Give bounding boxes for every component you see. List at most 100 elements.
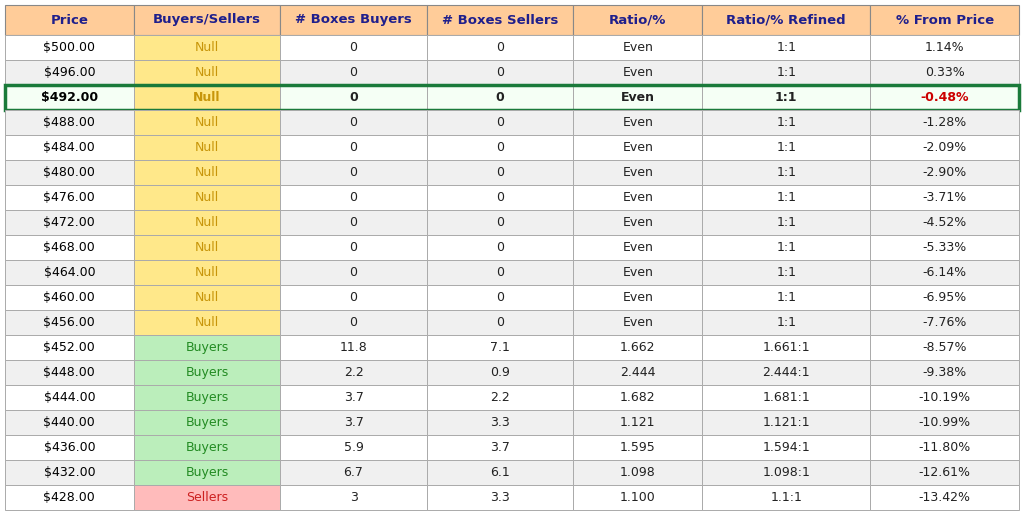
- Text: 0: 0: [349, 166, 357, 179]
- Bar: [281, 485, 427, 510]
- Text: Buyers/Sellers: Buyers/Sellers: [153, 14, 261, 26]
- Bar: [870, 210, 1019, 235]
- Text: 0: 0: [496, 91, 505, 104]
- Text: Null: Null: [195, 66, 219, 79]
- Text: $500.00: $500.00: [43, 41, 95, 54]
- Text: 0.33%: 0.33%: [925, 66, 965, 79]
- Text: 1.100: 1.100: [620, 491, 655, 504]
- Text: 1:1: 1:1: [776, 41, 797, 54]
- Bar: [134, 110, 281, 135]
- Bar: [134, 35, 281, 60]
- Text: 1:1: 1:1: [776, 216, 797, 229]
- Bar: [427, 435, 573, 460]
- Bar: [870, 5, 1019, 35]
- Bar: [5, 410, 134, 435]
- Text: 0: 0: [496, 41, 504, 54]
- Text: Even: Even: [623, 116, 653, 129]
- Text: Null: Null: [195, 291, 219, 304]
- Text: % From Price: % From Price: [896, 14, 994, 26]
- Text: $440.00: $440.00: [43, 416, 95, 429]
- Text: $492.00: $492.00: [41, 91, 98, 104]
- Text: 3.7: 3.7: [344, 416, 364, 429]
- Bar: [5, 210, 134, 235]
- Text: 3: 3: [349, 491, 357, 504]
- Bar: [5, 135, 134, 160]
- Text: -10.19%: -10.19%: [919, 391, 971, 404]
- Bar: [573, 285, 702, 310]
- Bar: [870, 410, 1019, 435]
- Bar: [427, 260, 573, 285]
- Text: $452.00: $452.00: [43, 341, 95, 354]
- Bar: [870, 260, 1019, 285]
- Bar: [573, 35, 702, 60]
- Bar: [702, 35, 870, 60]
- Bar: [870, 85, 1019, 110]
- Text: Null: Null: [195, 216, 219, 229]
- Text: Null: Null: [195, 116, 219, 129]
- Bar: [427, 160, 573, 185]
- Text: 0: 0: [496, 166, 504, 179]
- Bar: [427, 35, 573, 60]
- Bar: [573, 60, 702, 85]
- Text: $468.00: $468.00: [43, 241, 95, 254]
- Text: 1.121:1: 1.121:1: [763, 416, 810, 429]
- Bar: [134, 210, 281, 235]
- Bar: [702, 260, 870, 285]
- Text: 3.3: 3.3: [490, 491, 510, 504]
- Bar: [573, 385, 702, 410]
- Bar: [281, 60, 427, 85]
- Text: Buyers: Buyers: [185, 366, 228, 379]
- Bar: [134, 435, 281, 460]
- Text: 0: 0: [496, 116, 504, 129]
- Text: $484.00: $484.00: [43, 141, 95, 154]
- Text: $436.00: $436.00: [44, 441, 95, 454]
- Text: 1.681:1: 1.681:1: [763, 391, 810, 404]
- Text: -9.38%: -9.38%: [923, 366, 967, 379]
- Text: 0: 0: [496, 316, 504, 329]
- Text: $432.00: $432.00: [44, 466, 95, 479]
- Bar: [281, 385, 427, 410]
- Bar: [5, 260, 134, 285]
- Text: -11.80%: -11.80%: [919, 441, 971, 454]
- Bar: [5, 310, 134, 335]
- Bar: [5, 185, 134, 210]
- Text: 1.682: 1.682: [620, 391, 655, 404]
- Bar: [870, 485, 1019, 510]
- Bar: [870, 435, 1019, 460]
- Bar: [5, 60, 134, 85]
- Bar: [5, 360, 134, 385]
- Text: Even: Even: [623, 141, 653, 154]
- Bar: [573, 85, 702, 110]
- Bar: [870, 135, 1019, 160]
- Text: 1:1: 1:1: [776, 291, 797, 304]
- Text: 0: 0: [349, 216, 357, 229]
- Text: 2.2: 2.2: [490, 391, 510, 404]
- Text: Null: Null: [195, 266, 219, 279]
- Text: 1:1: 1:1: [776, 266, 797, 279]
- Text: 1:1: 1:1: [776, 116, 797, 129]
- Bar: [573, 335, 702, 360]
- Bar: [702, 85, 870, 110]
- Bar: [870, 460, 1019, 485]
- Bar: [134, 85, 281, 110]
- Bar: [573, 5, 702, 35]
- Text: 1:1: 1:1: [776, 66, 797, 79]
- Text: 1:1: 1:1: [776, 191, 797, 204]
- Text: Even: Even: [621, 91, 654, 104]
- Text: 1.098: 1.098: [620, 466, 655, 479]
- Text: 1.594:1: 1.594:1: [763, 441, 810, 454]
- Bar: [702, 185, 870, 210]
- Text: Null: Null: [195, 166, 219, 179]
- Bar: [702, 310, 870, 335]
- Text: Even: Even: [623, 166, 653, 179]
- Bar: [5, 235, 134, 260]
- Text: 3.3: 3.3: [490, 416, 510, 429]
- Text: $472.00: $472.00: [43, 216, 95, 229]
- Text: 0: 0: [349, 191, 357, 204]
- Text: -2.09%: -2.09%: [923, 141, 967, 154]
- Bar: [702, 135, 870, 160]
- Text: -2.90%: -2.90%: [923, 166, 967, 179]
- Bar: [427, 85, 573, 110]
- Text: 1.098:1: 1.098:1: [762, 466, 810, 479]
- Bar: [427, 210, 573, 235]
